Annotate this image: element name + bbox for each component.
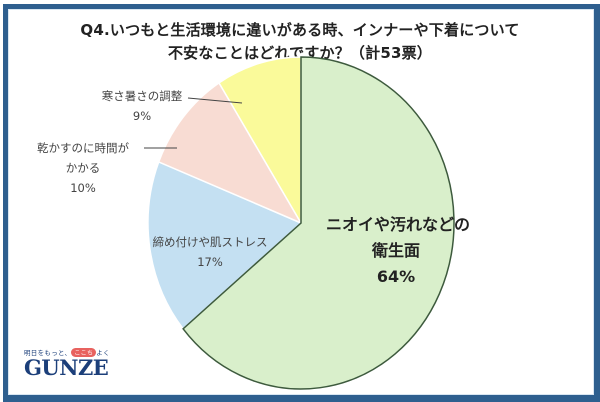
slice-label-temperature-name: 寒さ暑さの調整 bbox=[101, 89, 183, 103]
tagline-heart-mark: ここち bbox=[71, 348, 97, 357]
slice-label-tightness: 締め付けや肌ストレス 17% bbox=[140, 232, 280, 272]
pie-slice-temperature bbox=[218, 56, 302, 226]
slice-label-drying-line2: かかる bbox=[65, 161, 101, 175]
pie-slice-hygiene bbox=[182, 56, 455, 390]
logo-brand-text: GUNZE bbox=[24, 355, 109, 380]
pie-slice-drying bbox=[157, 81, 303, 225]
slice-label-tightness-pct: 17% bbox=[197, 255, 223, 269]
chart-inner-border bbox=[8, 9, 594, 395]
tagline-pre: 明日をもっと、 bbox=[24, 349, 72, 357]
slice-label-drying-line1: 乾かすのに時間が bbox=[37, 141, 129, 155]
tagline-post: よく bbox=[96, 349, 110, 357]
slice-label-drying: 乾かすのに時間が かかる 10% bbox=[28, 138, 138, 198]
leader-line-temperature bbox=[187, 97, 243, 104]
slice-label-temperature-pct: 9% bbox=[132, 109, 152, 123]
slice-label-drying-pct: 10% bbox=[70, 181, 96, 195]
slice-label-hygiene-line2: 衛生面 bbox=[371, 241, 420, 260]
logo-tagline: 明日をもっと、 ここち よく bbox=[24, 347, 110, 357]
slice-label-hygiene: ニオイや汚れなどの 衛生面 64% bbox=[326, 212, 471, 290]
gunze-logo: 明日をもっと、 ここち よく GUNZE bbox=[24, 347, 110, 379]
chart-title-line1: Q4.いつもと生活環境に違いがある時、インナーや下着について bbox=[80, 21, 520, 39]
slice-label-hygiene-line1: ニオイや汚れなどの bbox=[326, 215, 471, 234]
slice-label-temperature: 寒さ暑さの調整 9% bbox=[92, 86, 192, 126]
chart-title-line2: 不安なことはどれですか？（計53票） bbox=[167, 44, 433, 62]
pie-slice-tightness bbox=[147, 160, 303, 330]
slice-label-hygiene-pct: 64% bbox=[376, 267, 416, 286]
slice-label-tightness-name: 締め付けや肌ストレス bbox=[152, 235, 268, 249]
